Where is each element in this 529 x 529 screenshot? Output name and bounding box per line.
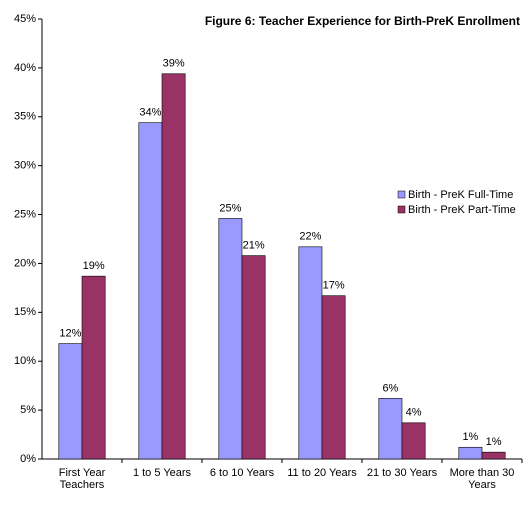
y-tick-label: 40% — [14, 62, 36, 74]
y-tick-label: 30% — [14, 160, 36, 172]
bar — [138, 122, 163, 460]
x-tick-label: First Year — [59, 467, 106, 479]
value-label: 4% — [406, 407, 422, 419]
y-tick-label: 35% — [14, 111, 36, 123]
y-tick-label: 10% — [14, 355, 36, 367]
y-tick-label: 0% — [20, 453, 36, 465]
y-tick-label: 45% — [14, 13, 36, 25]
value-label: 17% — [323, 280, 345, 292]
x-tick-label: 21 to 30 Years — [367, 467, 438, 479]
x-tick-label: 11 to 20 Years — [287, 467, 357, 479]
y-tick-label: 15% — [14, 306, 36, 318]
value-label: 22% — [299, 231, 321, 243]
x-tick-label: 6 to 10 Years — [210, 467, 275, 479]
x-tick-label: Teachers — [60, 479, 105, 491]
value-label: 19% — [83, 260, 105, 272]
bar — [298, 246, 323, 460]
bar — [241, 255, 266, 460]
bar — [81, 275, 106, 460]
y-tick-label: 5% — [20, 404, 36, 416]
x-tick-label: 1 to 5 Years — [133, 467, 192, 479]
x-tick-label: Years — [468, 479, 496, 491]
value-label: 1% — [462, 431, 478, 443]
bar — [458, 446, 483, 460]
x-tick-label: More than 30 — [450, 467, 515, 479]
bar — [161, 73, 186, 460]
chart-title: Figure 6: Teacher Experience for Birth-P… — [205, 14, 520, 28]
y-tick-label: 25% — [14, 208, 36, 220]
value-label: 6% — [382, 382, 398, 394]
value-label: 1% — [486, 436, 502, 448]
legend-label: Birth - PreK Full-Time — [408, 189, 513, 201]
value-label: 25% — [219, 202, 241, 214]
bar — [481, 451, 506, 460]
bar — [401, 422, 426, 460]
bar — [218, 218, 243, 460]
value-label: 21% — [243, 240, 265, 252]
bar — [58, 343, 83, 460]
value-label: 39% — [163, 58, 185, 70]
bar — [378, 398, 403, 460]
value-label: 34% — [139, 107, 161, 119]
legend-swatch — [397, 190, 406, 199]
legend-label: Birth - PreK Part-Time — [408, 204, 516, 216]
y-tick-label: 20% — [14, 257, 36, 269]
value-label: 12% — [59, 328, 81, 340]
legend-swatch — [397, 205, 406, 214]
bar — [321, 295, 346, 460]
